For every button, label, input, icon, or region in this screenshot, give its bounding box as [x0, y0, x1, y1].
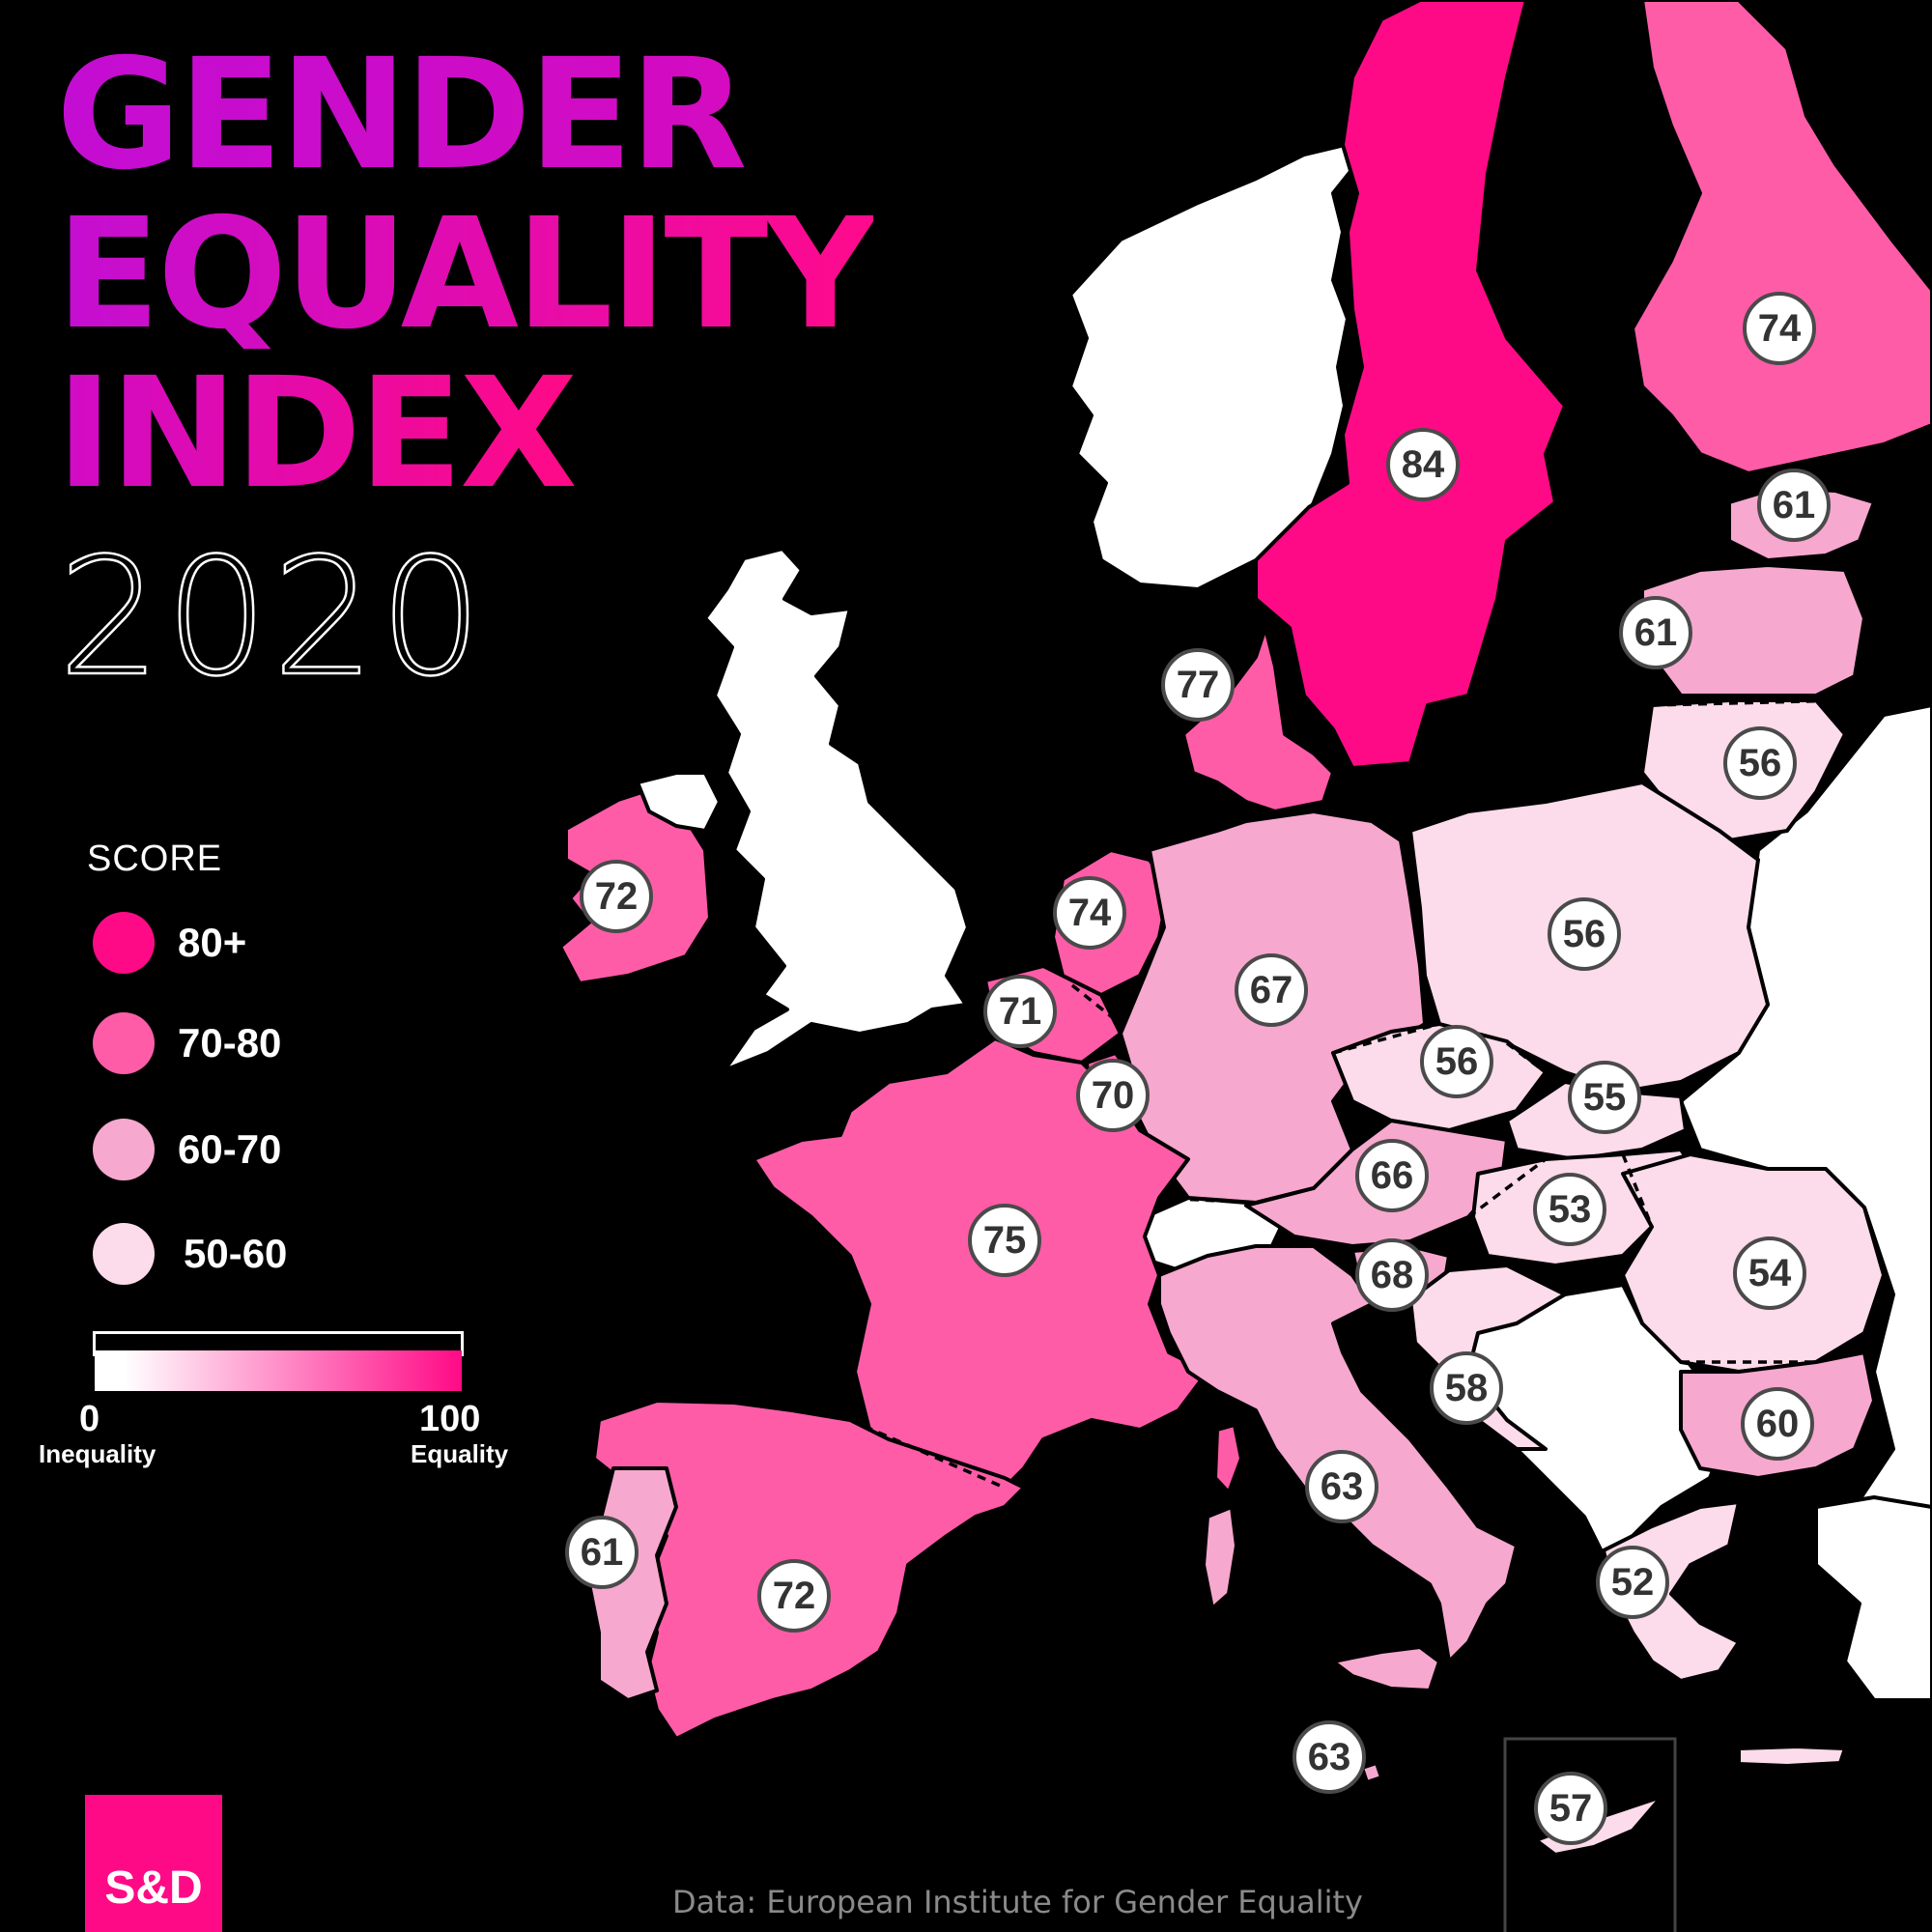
legend-title: SCORE — [87, 838, 223, 879]
data-source: Data: European Institute for Gender Equa… — [672, 1884, 1363, 1920]
score-hungary: 53 — [1533, 1173, 1606, 1246]
scale-tick-min — [93, 1331, 96, 1356]
title-line-2: EQUALITY — [56, 185, 876, 363]
border-line-12 — [1070, 983, 1122, 1026]
legend-item-60-70: 60-70 — [93, 1118, 281, 1181]
legend-item-80-plus: 80+ — [93, 911, 246, 975]
legend-label-70-80: 70-80 — [178, 1020, 282, 1065]
score-ireland: 72 — [580, 860, 653, 933]
score-greece: 52 — [1596, 1546, 1669, 1619]
country-crete — [1737, 1745, 1847, 1768]
country-sweden — [1254, 0, 1567, 770]
country-malta — [1360, 1761, 1383, 1784]
score-romania: 54 — [1733, 1236, 1806, 1310]
score-poland: 56 — [1548, 897, 1621, 971]
border-line-1 — [1332, 1022, 1440, 1055]
border-line-11 — [1728, 558, 1865, 572]
border-line-8 — [849, 1418, 1006, 1490]
legend-swatch-80-plus — [93, 912, 155, 974]
legend-label-50-60: 50-60 — [184, 1231, 288, 1276]
score-netherlands: 74 — [1053, 876, 1126, 950]
country-finland — [1631, 0, 1932, 475]
score-luxembourg: 70 — [1076, 1059, 1150, 1132]
score-lithuania: 56 — [1723, 726, 1797, 800]
legend-label-60-70: 60-70 — [178, 1126, 282, 1172]
border-line-0 — [1408, 830, 1427, 1025]
legend-swatch-70-80 — [93, 1012, 155, 1074]
country-norway — [1068, 143, 1354, 591]
scale-tick-max — [461, 1331, 464, 1356]
legend-item-50-60: 50-60 — [93, 1222, 287, 1286]
score-belgium: 71 — [983, 975, 1057, 1048]
border-line-6 — [1158, 1186, 1315, 1205]
border-line-2 — [1505, 1041, 1548, 1113]
country-corsica — [1213, 1423, 1243, 1494]
score-italy: 63 — [1305, 1450, 1378, 1523]
country-northern-ireland — [636, 771, 722, 833]
score-sweden: 84 — [1386, 428, 1460, 501]
border-line-4 — [1621, 1153, 1654, 1276]
score-latvia: 61 — [1619, 596, 1692, 669]
country-sicily — [1331, 1645, 1441, 1692]
legend-swatch-60-70 — [93, 1119, 155, 1180]
score-austria: 66 — [1355, 1139, 1429, 1212]
score-slovakia: 55 — [1568, 1061, 1641, 1134]
scale-max-caption: Equality — [411, 1439, 509, 1468]
cyprus-inset-frame — [1503, 1737, 1677, 1932]
scale-top-line — [93, 1331, 464, 1334]
score-france: 75 — [968, 1204, 1041, 1277]
score-germany: 67 — [1235, 953, 1308, 1027]
country-turkey — [1814, 1495, 1932, 1702]
country-sardinia — [1202, 1505, 1238, 1610]
title-line-1: GENDER — [56, 26, 748, 204]
scale-min-caption: Inequality — [39, 1439, 156, 1468]
country-denmark — [1181, 626, 1335, 813]
country-balkans-nonmember — [1447, 1283, 1731, 1557]
score-malta: 63 — [1293, 1720, 1366, 1794]
score-cyprus: 57 — [1534, 1772, 1607, 1845]
scale-min-value: 0 — [79, 1399, 100, 1439]
legend-label-80-plus: 80+ — [178, 920, 247, 965]
title-line-3: INDEX — [56, 345, 578, 523]
score-croatia: 58 — [1430, 1351, 1503, 1425]
scale-gradient-bar — [95, 1350, 462, 1391]
scale-max-value: 100 — [419, 1399, 481, 1439]
score-finland: 74 — [1743, 292, 1816, 365]
score-slovenia: 68 — [1355, 1238, 1429, 1312]
country-uk — [703, 547, 970, 1072]
title-year: 2020 — [57, 523, 487, 712]
legend-swatch-50-60 — [93, 1223, 155, 1285]
border-line-9 — [645, 1467, 678, 1691]
border-line-7 — [1139, 1128, 1189, 1161]
legend-item-70-80: 70-80 — [93, 1011, 281, 1075]
score-estonia: 61 — [1757, 469, 1831, 542]
score-czechia: 56 — [1420, 1025, 1493, 1098]
score-denmark: 77 — [1161, 648, 1235, 722]
border-line-10 — [1651, 698, 1846, 707]
sd-logo: S&D — [85, 1795, 222, 1932]
score-bulgaria: 60 — [1741, 1387, 1814, 1461]
border-line-3 — [1466, 1157, 1548, 1219]
score-spain: 72 — [757, 1559, 831, 1633]
score-portugal: 61 — [565, 1516, 639, 1589]
